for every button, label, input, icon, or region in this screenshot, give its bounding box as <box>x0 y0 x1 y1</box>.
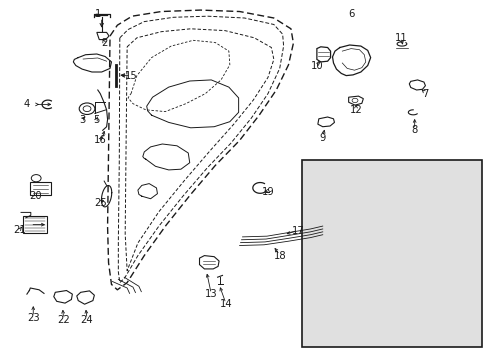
Text: 16: 16 <box>94 135 106 145</box>
Text: 10: 10 <box>310 60 323 71</box>
Text: 20: 20 <box>29 191 41 201</box>
Text: 4: 4 <box>24 99 30 109</box>
Text: 12: 12 <box>349 105 362 115</box>
Text: 8: 8 <box>411 125 417 135</box>
Text: 19: 19 <box>261 186 274 197</box>
Text: 2: 2 <box>101 38 107 48</box>
Text: 15: 15 <box>124 71 137 81</box>
Text: 13: 13 <box>204 289 217 300</box>
Text: 24: 24 <box>81 315 93 325</box>
Text: 23: 23 <box>27 312 40 323</box>
Bar <box>302 160 481 347</box>
Text: 11: 11 <box>394 33 407 43</box>
Text: 9: 9 <box>319 132 325 143</box>
Text: 1: 1 <box>94 9 101 19</box>
Text: 3: 3 <box>79 114 85 125</box>
Text: 6: 6 <box>347 9 354 19</box>
Text: 7: 7 <box>421 89 428 99</box>
Text: 17: 17 <box>291 226 304 236</box>
Text: 5: 5 <box>93 114 100 125</box>
Text: 22: 22 <box>57 315 70 325</box>
Text: 18: 18 <box>273 251 285 261</box>
Text: 14: 14 <box>219 299 232 309</box>
Text: 25: 25 <box>94 198 106 208</box>
Text: 21: 21 <box>13 225 26 235</box>
